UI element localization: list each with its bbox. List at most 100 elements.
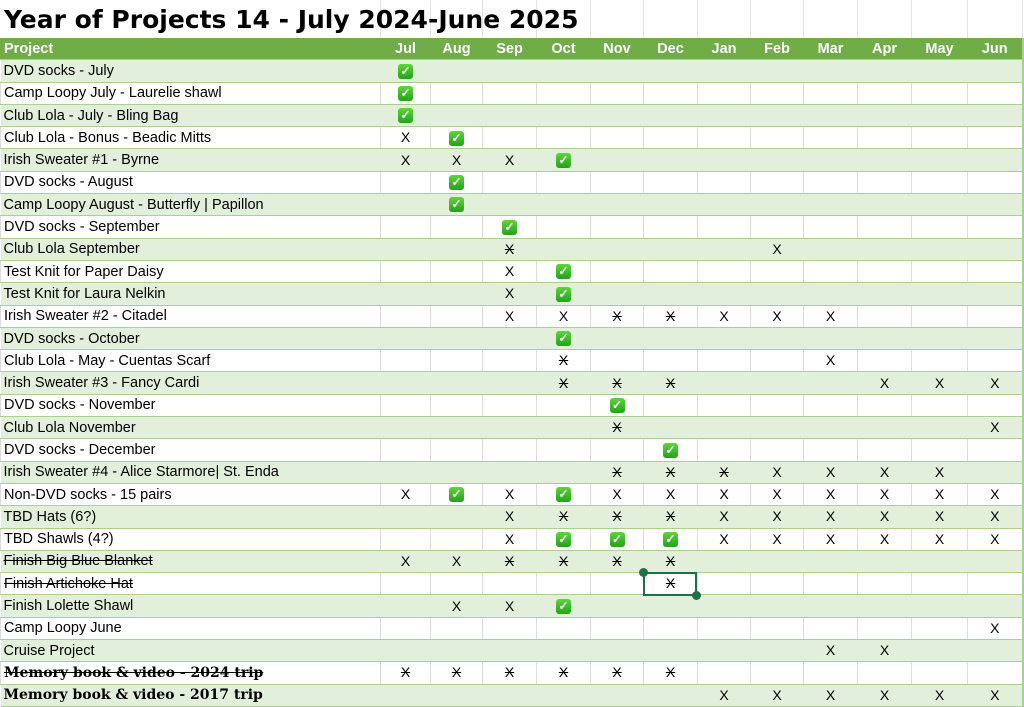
month-cell-apr[interactable] (857, 572, 912, 596)
month-cell-apr[interactable] (857, 305, 912, 328)
month-cell-aug[interactable]: X (430, 550, 483, 574)
month-cell-aug[interactable] (430, 349, 483, 373)
month-cell-jun[interactable]: X (967, 684, 1024, 707)
project-name-cell[interactable]: Test Knit for Paper Daisy (0, 260, 381, 284)
month-cell-may[interactable] (911, 416, 968, 440)
month-cell-nov[interactable] (590, 639, 644, 663)
month-cell-nov[interactable] (590, 59, 644, 83)
month-cell-jan[interactable] (697, 193, 751, 217)
month-cell-feb[interactable] (750, 148, 804, 172)
month-cell-sep[interactable]: X (482, 528, 537, 551)
month-cell-jan[interactable]: X (697, 305, 751, 328)
month-cell-jan[interactable] (697, 661, 751, 685)
month-cell-jan[interactable] (697, 260, 751, 284)
month-cell-sep[interactable] (482, 572, 537, 596)
month-cell-aug[interactable] (430, 394, 483, 418)
month-cell-may[interactable] (911, 59, 968, 83)
month-cell-sep[interactable]: X (482, 260, 537, 284)
month-cell-jun[interactable] (967, 59, 1024, 83)
month-cell-sep[interactable] (482, 171, 537, 195)
month-cell-oct[interactable]: ✓ (536, 282, 591, 306)
month-cell-feb[interactable] (750, 416, 804, 440)
month-cell-feb[interactable]: X (750, 238, 804, 261)
month-cell-sep[interactable] (482, 193, 537, 217)
month-cell-oct[interactable] (536, 238, 591, 261)
month-cell-apr[interactable] (857, 148, 912, 172)
month-cell-apr[interactable] (857, 238, 912, 261)
month-cell-jul[interactable] (380, 617, 431, 641)
month-cell-dec[interactable] (643, 617, 698, 641)
month-cell-jul[interactable]: ✓ (380, 82, 431, 105)
month-cell-mar[interactable] (803, 416, 858, 440)
project-name-cell[interactable]: Irish Sweater #4 - Alice Starmore| St. E… (0, 461, 381, 484)
month-cell-jan[interactable] (697, 126, 751, 150)
month-cell-jan[interactable]: X (697, 461, 751, 484)
month-cell-aug[interactable]: ✓ (430, 483, 483, 507)
month-cell-sep[interactable]: X (482, 238, 537, 261)
month-cell-may[interactable] (911, 82, 968, 105)
month-cell-jun[interactable] (967, 126, 1024, 150)
project-name-cell[interactable]: Test Knit for Laura Nelkin (0, 282, 381, 306)
month-cell-may[interactable] (911, 305, 968, 328)
month-cell-mar[interactable]: X (803, 483, 858, 507)
month-cell-jan[interactable]: X (697, 528, 751, 551)
month-cell-feb[interactable] (750, 215, 804, 239)
month-cell-may[interactable]: X (911, 371, 968, 395)
month-cell-dec[interactable]: X (643, 461, 698, 484)
month-cell-may[interactable] (911, 349, 968, 373)
month-cell-apr[interactable] (857, 171, 912, 195)
month-cell-aug[interactable]: X (430, 148, 483, 172)
month-cell-mar[interactable] (803, 394, 858, 418)
month-cell-jun[interactable] (967, 260, 1024, 284)
month-cell-jul[interactable] (380, 282, 431, 306)
column-header-aug[interactable]: Aug (430, 38, 483, 61)
month-cell-jun[interactable] (967, 639, 1024, 663)
month-cell-sep[interactable] (482, 59, 537, 83)
month-cell-jul[interactable] (380, 461, 431, 484)
month-cell-sep[interactable] (482, 371, 537, 395)
month-cell-mar[interactable] (803, 82, 858, 105)
project-name-cell[interactable]: Irish Sweater #1 - Byrne (0, 148, 381, 172)
month-cell-jan[interactable] (697, 416, 751, 440)
month-cell-aug[interactable]: ✓ (430, 193, 483, 217)
month-cell-feb[interactable] (750, 617, 804, 641)
month-cell-dec[interactable] (643, 416, 698, 440)
month-cell-mar[interactable] (803, 148, 858, 172)
month-cell-sep[interactable] (482, 349, 537, 373)
project-name-cell[interactable]: TBD Hats (6?) (0, 505, 381, 529)
month-cell-feb[interactable] (750, 193, 804, 217)
column-header-dec[interactable]: Dec (643, 38, 698, 61)
month-cell-apr[interactable]: X (857, 639, 912, 663)
project-name-cell[interactable]: Memory book & video - 2017 trip (0, 684, 381, 707)
month-cell-dec[interactable]: X (643, 371, 698, 395)
column-header-sep[interactable]: Sep (482, 38, 537, 61)
month-cell-dec[interactable] (643, 126, 698, 150)
month-cell-mar[interactable] (803, 438, 858, 462)
month-cell-aug[interactable]: ✓ (430, 126, 483, 150)
month-cell-mar[interactable] (803, 282, 858, 306)
month-cell-apr[interactable]: X (857, 371, 912, 395)
month-cell-aug[interactable] (430, 639, 483, 663)
month-cell-may[interactable] (911, 639, 968, 663)
month-cell-sep[interactable] (482, 438, 537, 462)
month-cell-feb[interactable] (750, 260, 804, 284)
month-cell-nov[interactable]: X (590, 550, 644, 574)
month-cell-jan[interactable]: X (697, 505, 751, 529)
month-cell-feb[interactable] (750, 82, 804, 105)
month-cell-oct[interactable] (536, 416, 591, 440)
month-cell-dec[interactable]: ✓ (643, 438, 698, 462)
month-cell-jan[interactable] (697, 617, 751, 641)
month-cell-nov[interactable] (590, 238, 644, 261)
project-name-cell[interactable]: DVD socks - October (0, 327, 381, 351)
month-cell-jul[interactable]: X (380, 483, 431, 507)
month-cell-nov[interactable]: X (590, 371, 644, 395)
month-cell-nov[interactable] (590, 594, 644, 618)
month-cell-feb[interactable] (750, 126, 804, 150)
project-name-cell[interactable]: Club Lola November (0, 416, 381, 440)
month-cell-jun[interactable] (967, 193, 1024, 217)
month-cell-oct[interactable] (536, 438, 591, 462)
month-cell-feb[interactable] (750, 104, 804, 128)
month-cell-jan[interactable] (697, 215, 751, 239)
month-cell-apr[interactable]: X (857, 505, 912, 529)
column-header-mar[interactable]: Mar (803, 38, 858, 61)
